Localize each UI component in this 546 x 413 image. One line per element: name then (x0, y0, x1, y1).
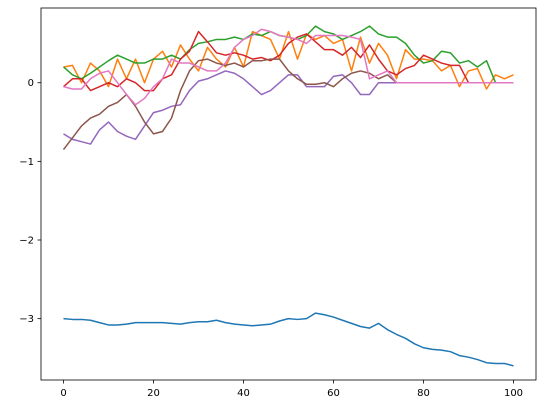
x-axis: 0 20 40 60 80 100 (60, 380, 523, 399)
y-tick-label: 0 (28, 78, 34, 89)
series-line-4 (63, 30, 514, 92)
y-axis: 0 −1 −2 −3 (19, 78, 41, 325)
series-layer (62, 25, 514, 367)
x-tick-label: 100 (504, 388, 523, 399)
x-tick-label: 20 (147, 388, 160, 399)
y-tick-label: −1 (19, 157, 34, 168)
x-tick-label: 0 (60, 388, 66, 399)
axes-frame (40, 7, 537, 381)
series-line-7 (63, 28, 514, 106)
x-tick-label: 60 (327, 388, 340, 399)
series-line-2 (63, 30, 514, 90)
x-tick-label: 40 (237, 388, 250, 399)
x-tick-label: 80 (417, 388, 430, 399)
y-tick-label: −2 (19, 236, 34, 247)
series-line-1 (63, 312, 514, 367)
y-tick-label: −3 (19, 314, 34, 325)
